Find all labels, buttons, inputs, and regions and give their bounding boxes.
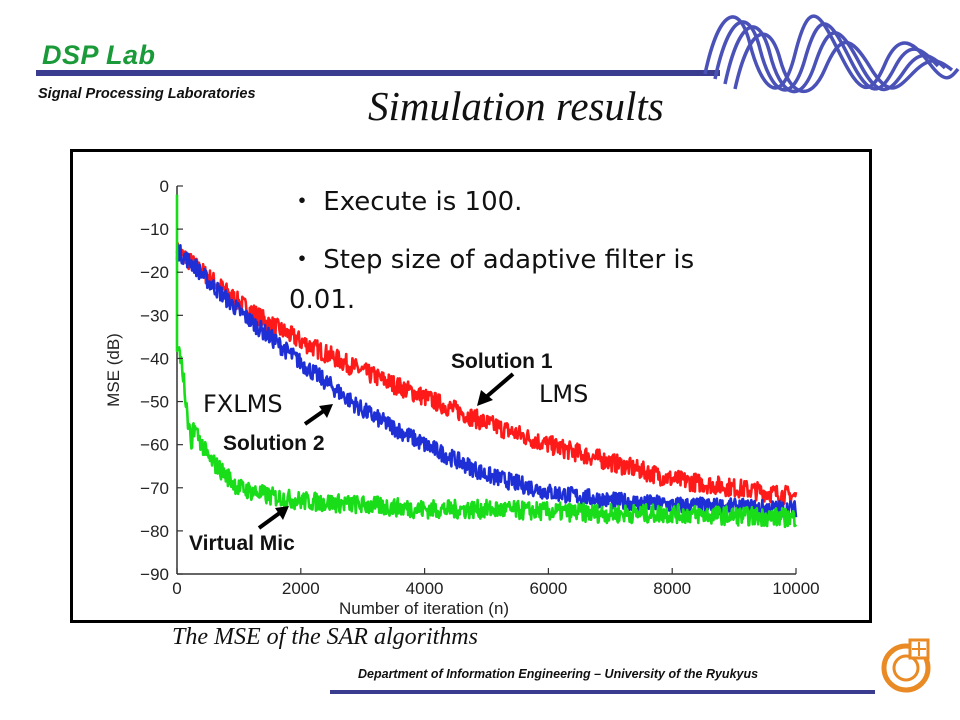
y-tick-label: −10	[140, 220, 169, 239]
y-tick-label: −90	[140, 565, 169, 584]
annotation-solution-2: Solution 2	[223, 432, 325, 455]
header-rule	[36, 70, 720, 76]
university-logo-icon	[881, 638, 931, 693]
lab-subtitle: Signal Processing Laboratories	[38, 86, 256, 102]
annotation-solution-1: Solution 1	[451, 350, 553, 373]
series-solution-1	[175, 242, 798, 506]
x-tick-label: 2000	[282, 579, 320, 598]
y-tick-label: −70	[140, 479, 169, 498]
x-tick-label: 6000	[529, 579, 567, 598]
arrow-virtual-mic-icon	[257, 506, 289, 530]
x-tick-label: 10000	[772, 579, 819, 598]
chart-caption: The MSE of the SAR algorithms	[172, 624, 478, 650]
y-tick-label: −40	[140, 349, 169, 368]
note-execute: ・ Execute is 100.	[289, 187, 522, 217]
annotation-lms: LMS	[539, 380, 588, 408]
chart-ticks: 0 2000 4000 6000 8000 10000 0 −10 −20 −30 −40 −50 −6…	[140, 177, 819, 598]
note-step-size: ・ Step size of adaptive filter is	[289, 245, 694, 275]
y-tick-label: −60	[140, 436, 169, 455]
y-tick-label: −80	[140, 522, 169, 541]
x-tick-label: 8000	[653, 579, 691, 598]
department-footer: Department of Information Engineering – …	[358, 667, 759, 681]
series-solution-2	[175, 243, 798, 519]
slide-title: Simulation results	[368, 83, 664, 129]
annotation-virtual-mic: Virtual Mic	[189, 532, 295, 555]
y-tick-label: −20	[140, 263, 169, 282]
chart-frame	[70, 149, 872, 623]
y-axis-label: MSE (dB)	[104, 333, 123, 407]
arrow-solution-2-icon	[303, 404, 333, 426]
wave-logo-icon	[703, 14, 960, 94]
annotation-fxlms: FXLMS	[203, 390, 283, 418]
lab-name: DSP Lab	[42, 40, 156, 70]
y-tick-label: −50	[140, 393, 169, 412]
series-virtual-mic	[175, 194, 798, 529]
footer-rule	[330, 690, 875, 694]
arrow-solution-1-icon	[477, 372, 515, 406]
mse-chart: 0 2000 4000 6000 8000 10000 0 −10 −20 −30 −40 −50 −6…	[104, 177, 820, 618]
chart-series	[175, 194, 798, 529]
x-tick-label: 4000	[406, 579, 444, 598]
x-axis-label: Number of iteration (n)	[339, 599, 509, 618]
x-tick-label: 0	[172, 579, 181, 598]
y-tick-label: −30	[140, 306, 169, 325]
note-step-value: 0.01.	[289, 285, 355, 315]
y-tick-label: 0	[160, 177, 169, 196]
